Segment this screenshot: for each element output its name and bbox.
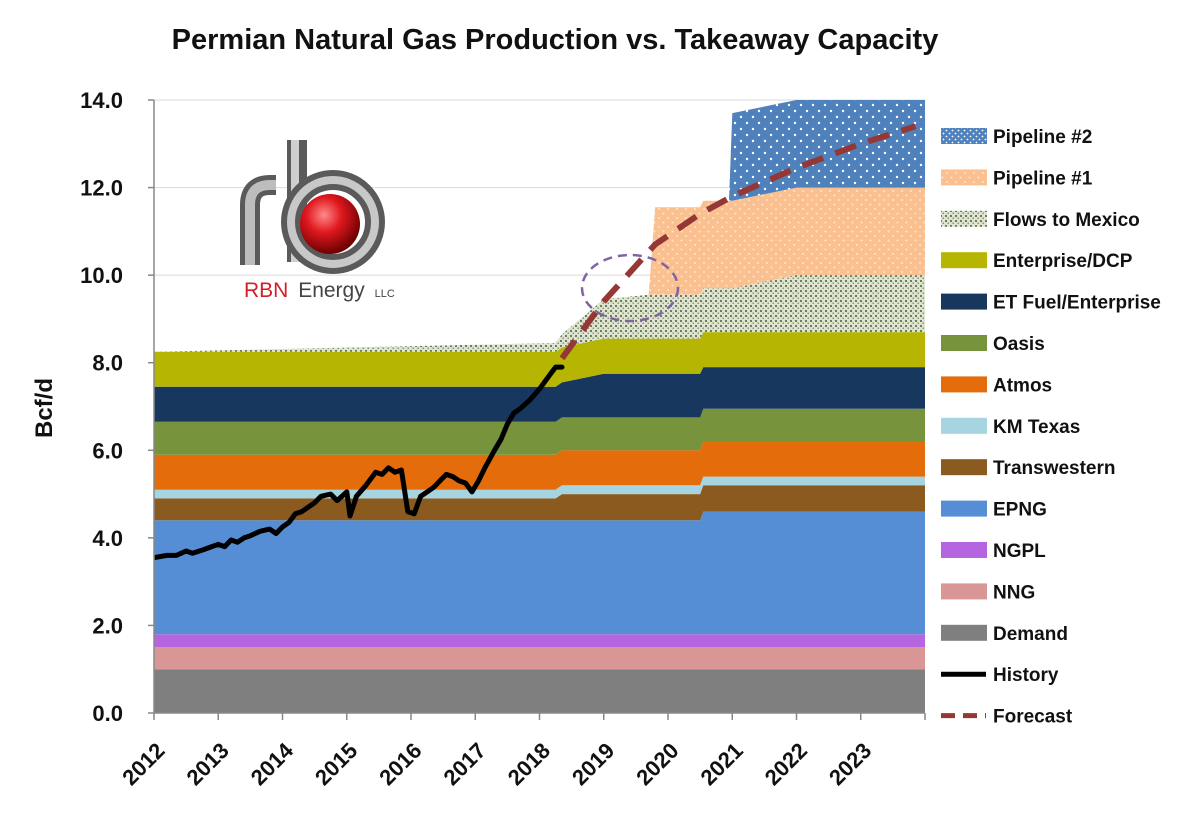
x-tick-label: 2015 [310, 738, 362, 790]
legend-swatch [941, 500, 987, 517]
x-tick-label: 2021 [695, 738, 747, 790]
legend-swatch [941, 293, 987, 310]
x-tick-label: 2014 [246, 737, 299, 790]
y-tick-label: 12.0 [80, 176, 123, 201]
legend-label: Pipeline #2 [993, 127, 1092, 148]
area-nng [154, 647, 925, 670]
legend-label: History [993, 665, 1059, 686]
legend-item-epng: EPNG [941, 500, 1047, 521]
x-tick-label: 2012 [117, 738, 169, 790]
line-series [154, 123, 917, 561]
legend-swatch [941, 376, 987, 393]
legend-item-et-fuel-enterprise: ET Fuel/Enterprise [941, 293, 1161, 314]
legend-item-demand: Demand [941, 624, 1068, 645]
area-oasis [154, 408, 925, 455]
legend-label: EPNG [993, 500, 1047, 521]
legend-label: Atmos [993, 375, 1052, 396]
legend-swatch [941, 542, 987, 558]
area-transwestern [154, 485, 925, 521]
y-tick-label: 10.0 [80, 263, 123, 288]
legend-item-ngpl: NGPL [941, 541, 1046, 562]
legend-item-history: History [941, 665, 1059, 686]
x-axis-ticks: 2012 2013 2014 2015 2016 2017 2018 2019 2020 2021… [117, 713, 926, 790]
y-tick-label: 2.0 [92, 613, 123, 638]
legend-label: Enterprise/DCP [993, 251, 1133, 272]
forecast-highlight-ellipse [580, 253, 680, 323]
legend-swatch [941, 335, 987, 351]
x-tick-label: 2013 [181, 738, 233, 790]
y-tick-label: 4.0 [92, 526, 123, 551]
x-tick-label: 2019 [567, 738, 619, 790]
history-line [154, 364, 565, 561]
legend-label: ET Fuel/Enterprise [993, 293, 1161, 314]
legend-item-nng: NNG [941, 582, 1035, 603]
area-ngpl [154, 634, 925, 648]
legend-item-km-texas: KM Texas [941, 417, 1080, 438]
legend-item-forecast: Forecast [941, 707, 1073, 728]
logo-brand-rest: Energy [298, 279, 365, 302]
area-atmos [154, 441, 925, 490]
legend-label: Flows to Mexico [993, 210, 1140, 231]
svg-text:RBN Energy LLC: RBN Energy LLC [244, 279, 395, 302]
legend-swatch [941, 417, 987, 434]
x-tick-label: 2020 [631, 738, 683, 790]
x-tick-label: 2017 [438, 738, 490, 790]
legend-swatch [941, 624, 987, 641]
legend-label: Transwestern [993, 458, 1116, 479]
logo-ball [300, 194, 360, 254]
legend-item-transwestern: Transwestern [941, 458, 1116, 479]
forecast-line [559, 123, 917, 361]
area-epng [154, 511, 925, 635]
area-enterprise-dcp [154, 332, 925, 387]
legend-swatch [941, 252, 987, 269]
legend-swatch [941, 128, 987, 144]
area-et-fuel-enterprise [154, 367, 925, 422]
legend-label: NNG [993, 582, 1035, 603]
stacked-areas [154, 100, 925, 713]
legend-item-atmos: Atmos [941, 375, 1052, 396]
area-pipeline-1 [154, 187, 925, 352]
x-tick-label: 2023 [824, 738, 876, 790]
x-tick-label: 2016 [374, 738, 426, 790]
logo-brand-red: RBN [244, 279, 288, 302]
y-axis-label: Bcf/d [31, 378, 58, 438]
chart-title: Permian Natural Gas Production vs. Takea… [172, 24, 939, 56]
y-tick-label: 8.0 [92, 351, 123, 376]
area-flows-to-mexico [154, 275, 925, 352]
y-tick-label: 14.0 [80, 88, 123, 113]
area-demand [154, 669, 925, 713]
legend-label: Pipeline #1 [993, 168, 1093, 189]
legend-item-pipeline-2: Pipeline #2 [941, 127, 1092, 148]
legend-label: KM Texas [993, 417, 1080, 438]
y-axis-ticks: 0.0 2.0 4.0 6.0 8.0 10.0 12.0 14.0 [80, 88, 154, 726]
logo-suffix: LLC [375, 288, 395, 300]
legend-label: Demand [993, 624, 1068, 645]
legend-item-oasis: Oasis [941, 334, 1045, 355]
legend-label: Forecast [993, 707, 1073, 728]
legend-swatch [941, 210, 987, 227]
legend-item-pipeline-1: Pipeline #1 [941, 168, 1093, 189]
x-tick-label: 2022 [760, 738, 812, 790]
chart-legend: Pipeline #2 Pipeline #1 Flows to Mexico Ent… [941, 127, 1161, 728]
area-pipeline-2 [154, 100, 925, 352]
legend-swatch [941, 169, 987, 186]
y-tick-label: 0.0 [92, 701, 123, 726]
legend-swatch [941, 459, 987, 476]
rbn-energy-logo: RBN Energy LLC [240, 140, 395, 302]
y-tick-label: 6.0 [92, 438, 123, 463]
legend-item-enterprise-dcp: Enterprise/DCP [941, 251, 1133, 272]
legend-item-flows-to-mexico: Flows to Mexico [941, 210, 1140, 231]
legend-swatch [941, 583, 987, 600]
x-tick-label: 2018 [503, 738, 555, 790]
legend-label: Oasis [993, 334, 1045, 355]
legend-label: NGPL [993, 541, 1046, 562]
